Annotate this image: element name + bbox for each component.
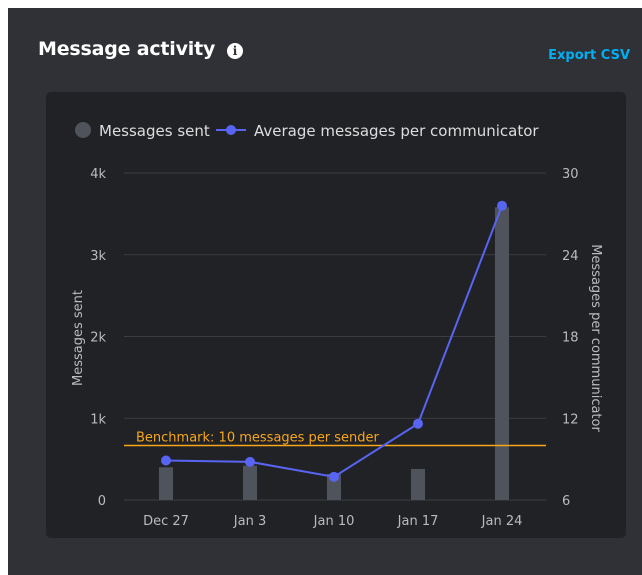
line-point bbox=[413, 418, 423, 429]
info-icon[interactable]: i bbox=[227, 43, 243, 59]
benchmark-label: Benchmark: 10 messages per sender bbox=[136, 431, 380, 446]
x-tick-label: Jan 10 bbox=[313, 514, 355, 529]
y-tick-right: 12 bbox=[562, 412, 579, 427]
legend-bar-swatch bbox=[75, 122, 91, 138]
legend-average-messages: Average messages per communicator bbox=[254, 122, 539, 140]
y-axis-title-right: Messages per communicator bbox=[588, 244, 603, 432]
line-point bbox=[245, 456, 255, 467]
bar-messages-sent bbox=[411, 468, 425, 500]
section-title: Message activity bbox=[38, 38, 216, 60]
legend-messages-sent: Messages sent bbox=[99, 122, 210, 140]
y-tick-right: 30 bbox=[562, 167, 579, 182]
x-tick-label: Jan 17 bbox=[397, 514, 439, 529]
y-tick-left: 0 bbox=[98, 494, 106, 509]
y-tick-right: 6 bbox=[562, 494, 570, 509]
bar-messages-sent bbox=[495, 207, 509, 500]
x-tick-label: Jan 24 bbox=[481, 514, 523, 529]
x-tick-label: Dec 27 bbox=[143, 514, 189, 529]
message-activity-chart: Messages sent Average messages per commu… bbox=[71, 122, 603, 529]
bar-messages-sent bbox=[243, 465, 257, 500]
y-tick-left: 2k bbox=[90, 331, 106, 346]
legend-line-marker bbox=[226, 125, 236, 135]
y-tick-left: 4k bbox=[90, 167, 106, 182]
y-tick-left: 1k bbox=[90, 412, 106, 427]
y-axis-title-left: Messages sent bbox=[71, 290, 86, 386]
message-activity-panel: Message activity i Export CSV Messages s… bbox=[8, 8, 642, 575]
x-tick-label: Jan 3 bbox=[233, 514, 266, 529]
y-tick-left: 3k bbox=[90, 249, 106, 264]
y-tick-right: 24 bbox=[562, 249, 579, 264]
chart-card: Messages sent Average messages per commu… bbox=[46, 92, 626, 538]
y-tick-right: 18 bbox=[562, 331, 579, 346]
line-point bbox=[497, 200, 507, 211]
export-csv-link[interactable]: Export CSV bbox=[548, 48, 630, 63]
line-point bbox=[161, 455, 171, 466]
line-point bbox=[329, 471, 339, 482]
bar-messages-sent bbox=[159, 467, 173, 500]
